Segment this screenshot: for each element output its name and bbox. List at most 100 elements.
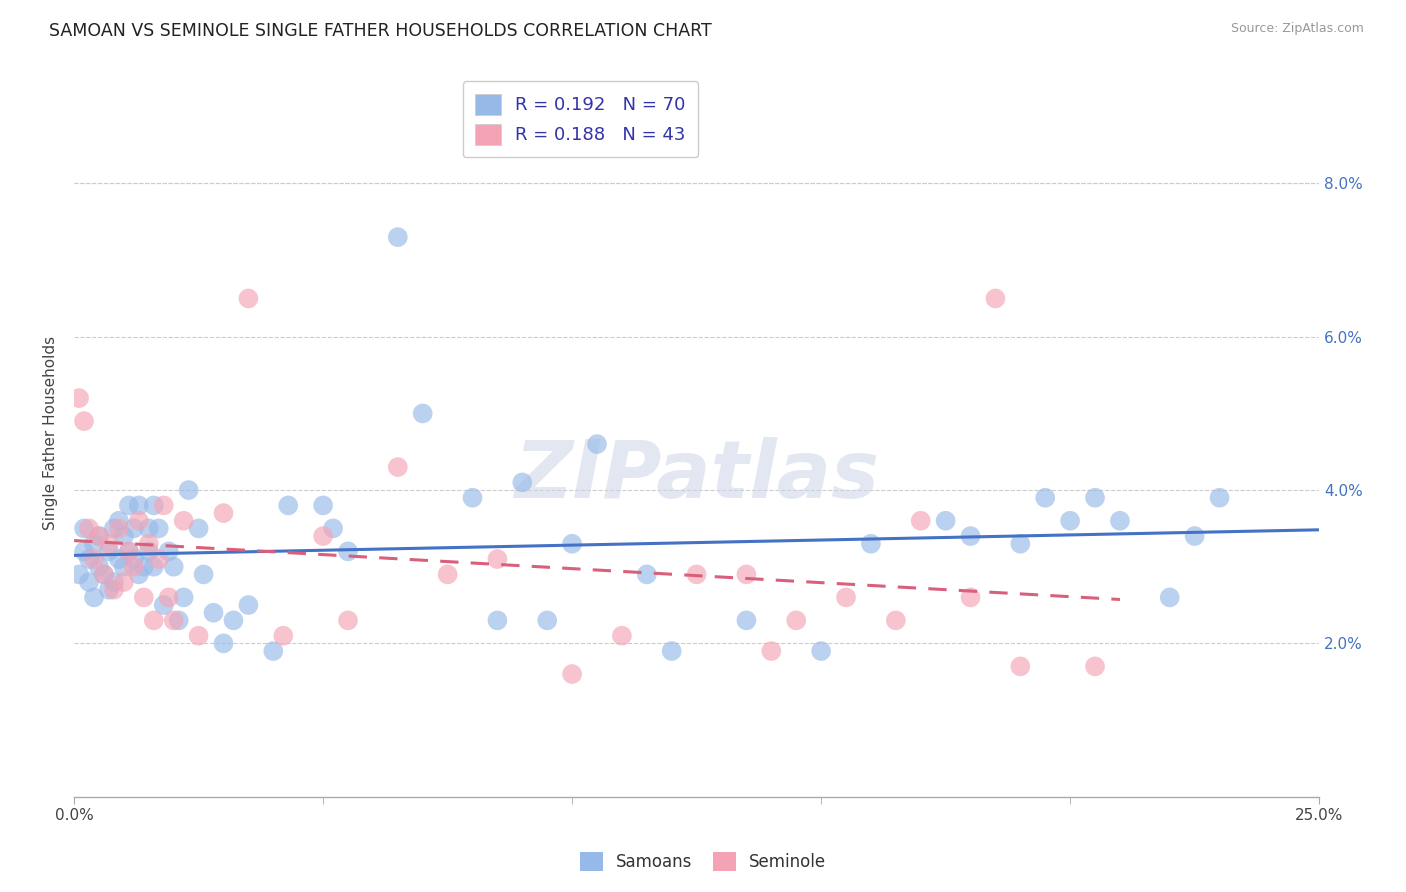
Point [222,613,245,627]
Point [122,552,145,566]
Point [984,292,1007,306]
Point [128,499,150,513]
Point [77,521,100,535]
Point [387,230,409,244]
Point [87,529,110,543]
Point [163,559,186,574]
Point [177,483,200,497]
Point [1159,591,1181,605]
Point [112,559,135,574]
Point [271,629,294,643]
Point [108,514,131,528]
Point [97,537,120,551]
Point [118,499,141,513]
Point [152,499,174,513]
Text: SAMOAN VS SEMINOLE SINGLE FATHER HOUSEHOLDS CORRELATION CHART: SAMOAN VS SEMINOLE SINGLE FATHER HOUSEHO… [49,22,711,40]
Point [412,406,434,420]
Point [486,613,509,627]
Point [128,514,150,528]
Point [138,537,160,551]
Point [238,292,260,306]
Point [112,529,135,543]
Point [87,559,110,574]
Point [167,613,190,627]
Text: ZIPatlas: ZIPatlas [515,437,879,516]
Point [152,598,174,612]
Point [337,544,360,558]
Point [586,437,609,451]
Point [436,567,458,582]
Point [910,514,932,528]
Legend: Samoans, Seminole: Samoans, Seminole [571,843,835,880]
Point [77,575,100,590]
Point [77,552,100,566]
Point [108,552,131,566]
Point [83,591,105,605]
Point [1208,491,1230,505]
Point [1010,537,1032,551]
Point [1109,514,1132,528]
Point [103,575,125,590]
Point [277,499,299,513]
Legend: R = 0.192   N = 70, R = 0.188   N = 43: R = 0.192 N = 70, R = 0.188 N = 43 [463,81,699,157]
Point [661,644,683,658]
Point [1184,529,1206,543]
Point [138,544,160,558]
Point [122,521,145,535]
Point [1084,491,1107,505]
Point [118,544,141,558]
Point [685,567,707,582]
Point [312,529,335,543]
Point [461,491,484,505]
Point [1033,491,1056,505]
Point [859,537,882,551]
Point [935,514,957,528]
Point [173,591,195,605]
Point [785,613,807,627]
Point [157,544,180,558]
Point [884,613,907,627]
Point [636,567,658,582]
Point [322,521,344,535]
Point [163,613,186,627]
Point [132,591,155,605]
Point [212,506,235,520]
Point [536,613,558,627]
Point [142,613,165,627]
Point [122,559,145,574]
Point [761,644,783,658]
Point [735,567,758,582]
Point [67,391,90,405]
Point [959,529,981,543]
Point [87,529,110,543]
Point [157,591,180,605]
Point [262,644,284,658]
Point [193,567,215,582]
Point [103,521,125,535]
Point [337,613,360,627]
Point [67,567,90,582]
Point [212,636,235,650]
Point [610,629,633,643]
Point [735,613,758,627]
Point [112,575,135,590]
Point [835,591,858,605]
Point [73,544,96,558]
Point [238,598,260,612]
Point [148,552,170,566]
Point [118,544,141,558]
Point [93,567,115,582]
Point [187,521,209,535]
Point [202,606,225,620]
Point [138,521,160,535]
Point [1084,659,1107,673]
Point [173,514,195,528]
Point [187,629,209,643]
Point [73,414,96,428]
Point [108,521,131,535]
Point [103,582,125,597]
Point [128,567,150,582]
Point [83,552,105,566]
Point [97,544,120,558]
Point [142,559,165,574]
